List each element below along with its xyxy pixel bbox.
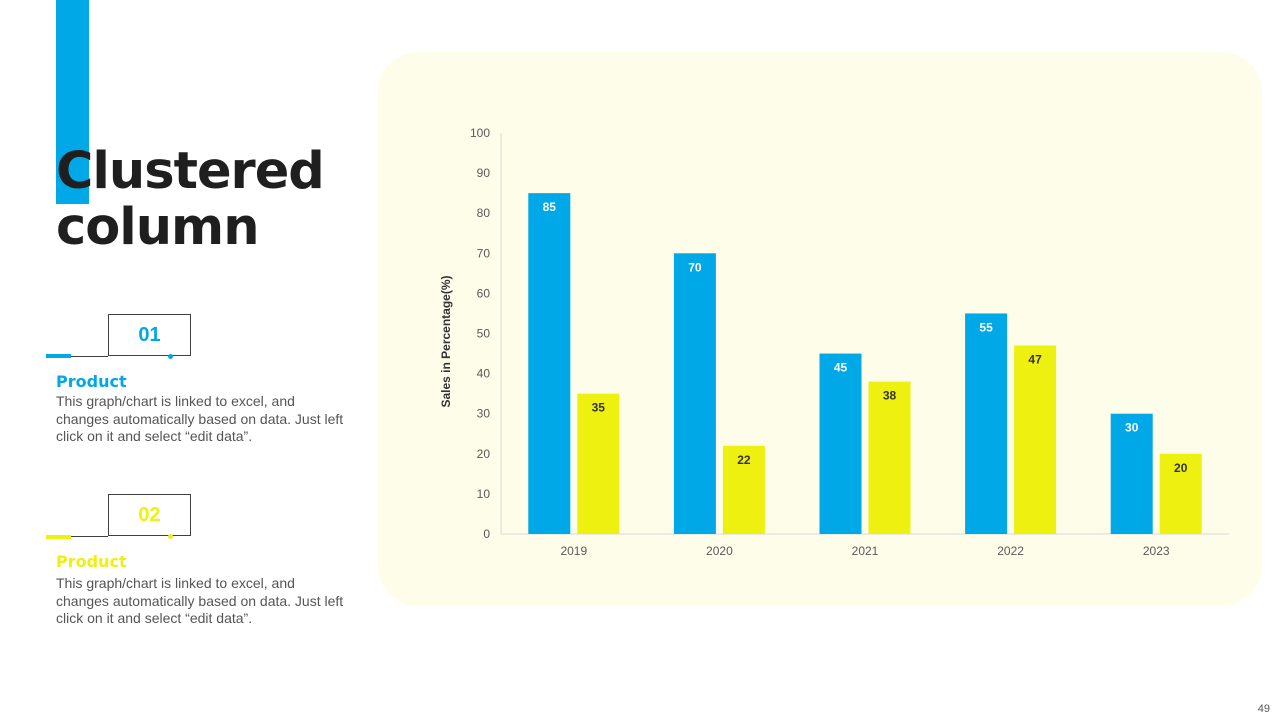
bar xyxy=(868,381,911,534)
accent-bar xyxy=(56,0,89,204)
y-tick-label: 10 xyxy=(477,487,491,501)
bar xyxy=(1110,413,1153,534)
data-label: 55 xyxy=(979,320,993,334)
item-02-description: This graph/chart is linked to excel, and… xyxy=(56,575,344,626)
y-tick-label: 70 xyxy=(477,246,491,260)
bar xyxy=(722,445,765,534)
bar xyxy=(577,393,620,534)
item-02-number: 02 xyxy=(138,503,161,526)
bar xyxy=(965,313,1008,534)
data-label: 85 xyxy=(543,200,557,214)
data-label: 38 xyxy=(883,389,897,403)
item-01-number-box: 01 xyxy=(108,314,191,356)
item-01-accent-line xyxy=(46,354,71,358)
y-tick-label: 80 xyxy=(477,206,491,220)
y-tick-label: 40 xyxy=(477,367,491,381)
title-line-1: Clustered xyxy=(56,142,325,201)
y-tick-label: 50 xyxy=(477,327,491,341)
data-label: 70 xyxy=(688,260,702,274)
item-01-dot xyxy=(168,354,173,359)
x-tick-label: 2020 xyxy=(706,544,733,558)
data-label: 35 xyxy=(592,401,606,415)
item-02-heading: Product xyxy=(56,552,127,571)
data-label: 47 xyxy=(1028,353,1042,367)
data-label: 22 xyxy=(737,453,751,467)
x-tick-label: 2023 xyxy=(1143,544,1170,558)
bar xyxy=(673,253,716,535)
item-01-baseline xyxy=(71,356,108,357)
item-02-dot xyxy=(168,534,173,539)
bar xyxy=(528,193,571,534)
bar xyxy=(1014,345,1057,534)
y-tick-label: 60 xyxy=(477,286,491,300)
x-tick-label: 2021 xyxy=(852,544,879,558)
slide-title: Clustered column xyxy=(56,142,325,257)
item-02-baseline xyxy=(71,536,108,537)
bar xyxy=(819,353,862,534)
item-01-description: This graph/chart is linked to excel, and… xyxy=(56,393,344,444)
y-axis-label: Sales in Percentage(%) xyxy=(439,275,453,407)
item-01-number: 01 xyxy=(138,323,161,346)
y-tick-label: 100 xyxy=(470,126,490,140)
item-02-accent-line xyxy=(46,535,71,539)
bar xyxy=(1159,453,1202,534)
item-02-number-box: 02 xyxy=(108,494,191,536)
item-01-heading: Product xyxy=(56,372,127,391)
y-tick-label: 0 xyxy=(483,527,490,541)
page-number: 49 xyxy=(1257,703,1270,715)
title-line-2: column xyxy=(56,198,260,257)
y-tick-label: 30 xyxy=(477,407,491,421)
data-label: 45 xyxy=(834,361,848,375)
y-tick-label: 20 xyxy=(477,447,491,461)
data-label: 30 xyxy=(1125,421,1139,435)
data-label: 20 xyxy=(1174,461,1188,475)
x-tick-label: 2022 xyxy=(997,544,1024,558)
y-tick-label: 90 xyxy=(477,166,491,180)
x-tick-label: 2019 xyxy=(560,544,587,558)
